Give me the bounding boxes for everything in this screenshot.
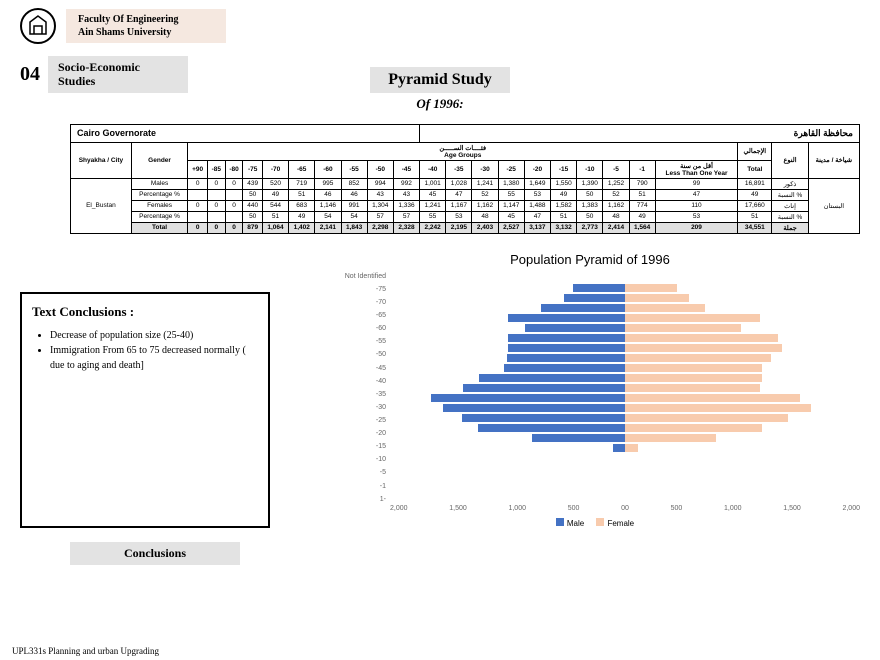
male-bar (443, 404, 625, 412)
faculty-line1: Faculty Of Engineering (78, 13, 214, 26)
female-bar (625, 324, 741, 332)
male-bar (532, 434, 625, 442)
male-bar (573, 284, 625, 292)
male-bar (463, 384, 625, 392)
male-bar (508, 314, 625, 322)
table-row: Percentage %5049514646434345475255534950… (71, 189, 860, 200)
male-bar (564, 294, 625, 302)
lower-section: Text Conclusions : Decrease of populatio… (0, 252, 880, 528)
pyramid-bars: Not Identified-75-70-65-60-55-50-45-40-3… (320, 273, 860, 503)
page-subtitle: Of 1996: (0, 96, 880, 112)
x-axis-right: 05001,0001,5002,000 (625, 505, 860, 512)
male-swatch (556, 518, 564, 526)
conclusions-list: Decrease of population size (25-40)Immig… (32, 328, 258, 373)
chart-legend: Male Female (320, 518, 860, 528)
university-logo (20, 8, 56, 44)
female-bar (625, 314, 760, 322)
female-bar (625, 434, 716, 442)
male-bar (504, 364, 625, 372)
female-swatch (596, 518, 604, 526)
female-bar (625, 394, 800, 402)
male-bar (478, 424, 625, 432)
male-bar (541, 304, 625, 312)
table-row: El_BustanMales0004395207199958529949921,… (71, 178, 860, 189)
faculty-line2: Ain Shams University (78, 26, 214, 39)
header-row-1: Shyakha / City Gender فئــــات الســـــن… (71, 142, 860, 160)
female-bar (625, 384, 760, 392)
male-bar (479, 374, 625, 382)
female-bar (625, 404, 811, 412)
data-table: Cairo Governorate محافظة القاهرة Shyakha… (70, 124, 860, 234)
male-bar (508, 334, 625, 342)
male-bar (507, 354, 625, 362)
governorate-row: Cairo Governorate محافظة القاهرة (71, 124, 860, 142)
x-axis: 2,0001,5001,0005000 05001,0001,5002,000 (390, 505, 860, 512)
y-axis-labels: Not Identified-75-70-65-60-55-50-45-40-3… (320, 273, 390, 503)
footer-text: UPL331s Planning and urban Upgrading (12, 646, 159, 656)
data-table-wrap: Cairo Governorate محافظة القاهرة Shyakha… (70, 124, 860, 234)
female-bar (625, 354, 771, 362)
female-bar (625, 344, 782, 352)
female-bar (625, 294, 689, 302)
female-bar (625, 364, 762, 372)
conclusions-box: Text Conclusions : Decrease of populatio… (20, 292, 270, 528)
conclusion-item: Immigration From 65 to 75 decreased norm… (50, 343, 258, 373)
male-bar (613, 444, 625, 452)
table-row: Total0008791,0641,4022,1411,8432,2982,32… (71, 222, 860, 233)
female-bar (625, 444, 638, 452)
male-bar (431, 394, 625, 402)
female-bar (625, 284, 677, 292)
page-title: Pyramid Study (370, 67, 510, 93)
female-bar (625, 374, 762, 382)
female-bar (625, 414, 788, 422)
male-bar (462, 414, 625, 422)
female-bar (625, 334, 778, 342)
conclusions-label: Conclusions (70, 542, 240, 565)
female-bar (625, 304, 705, 312)
table-row: Percentage %5051495454575755534845475150… (71, 211, 860, 222)
male-bar (525, 324, 625, 332)
section-number: 04 (20, 63, 40, 86)
x-axis-left: 2,0001,5001,0005000 (390, 505, 625, 512)
header: Faculty Of Engineering Ain Shams Univers… (0, 0, 880, 52)
male-bar (508, 344, 625, 352)
conclusions-heading: Text Conclusions : (32, 304, 258, 320)
conclusion-item: Decrease of population size (25-40) (50, 328, 258, 343)
section-title: Socio-Economic Studies (48, 56, 188, 93)
pyramid-chart: Population Pyramid of 1996 Not Identifie… (320, 252, 860, 528)
chart-title: Population Pyramid of 1996 (320, 252, 860, 267)
bars-area (390, 273, 860, 503)
faculty-title: Faculty Of Engineering Ain Shams Univers… (66, 9, 226, 43)
table-row: Females0004405446831,1469911,3041,3361,2… (71, 200, 860, 211)
female-bar (625, 424, 762, 432)
